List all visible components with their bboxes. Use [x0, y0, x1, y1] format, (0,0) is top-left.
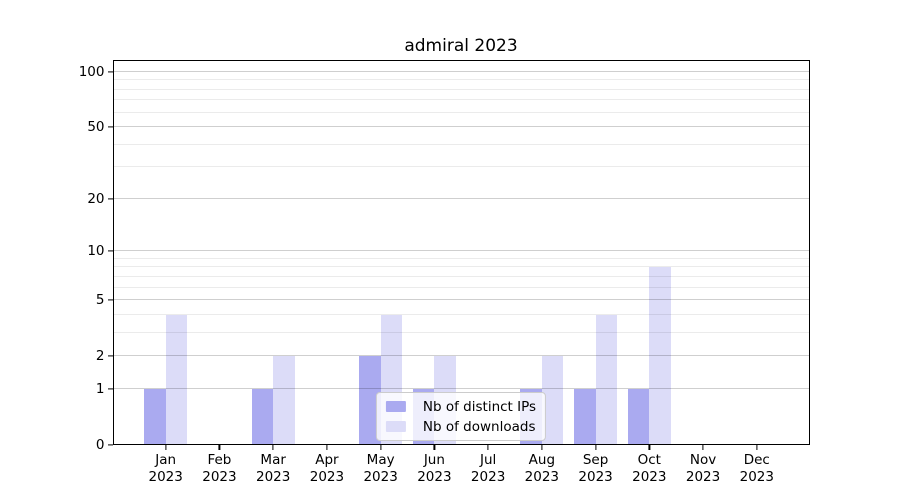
bar-distinct-ips: [627, 388, 650, 445]
y-gridline-major: [112, 70, 810, 72]
x-tick-mark: [487, 445, 489, 450]
bar-downloads: [595, 314, 618, 445]
y-tick-label: 0: [95, 437, 105, 453]
bar-distinct-ips: [144, 388, 166, 445]
y-gridline-minor: [112, 257, 810, 259]
y-tick-label: 5: [95, 292, 105, 309]
legend-swatch-downloads: [385, 421, 406, 432]
y-gridline-major: [112, 387, 810, 389]
y-gridline-minor: [112, 143, 810, 145]
y-tick-mark: [108, 444, 113, 446]
x-tick-label: Sep 2023: [578, 452, 613, 485]
bar-downloads: [649, 267, 671, 445]
y-gridline-minor: [112, 266, 810, 268]
y-tick-label: 50: [87, 119, 105, 136]
x-tick-mark: [218, 445, 221, 450]
x-tick-label: Jun 2023: [417, 452, 452, 485]
x-tick-label: Feb 2023: [202, 452, 237, 485]
x-tick-mark: [326, 445, 328, 450]
legend-swatch-distinct-ips: [385, 401, 406, 412]
y-gridline-minor: [112, 275, 810, 277]
y-gridline-major: [112, 126, 810, 128]
bar-downloads: [165, 314, 188, 445]
bar-distinct-ips: [251, 388, 274, 445]
y-gridline-minor: [112, 286, 810, 288]
y-tick-mark: [108, 355, 113, 357]
y-gridline-minor: [112, 79, 810, 81]
y-gridline-minor: [112, 111, 810, 113]
y-gridline-minor: [112, 99, 810, 101]
x-tick-label: Jul 2023: [470, 452, 506, 485]
legend-label-downloads: Nb of downloads: [422, 418, 536, 435]
x-tick-label: May 2023: [363, 452, 398, 485]
x-tick-mark: [648, 445, 650, 450]
x-tick-mark: [756, 445, 758, 450]
y-tick-mark: [108, 198, 113, 200]
y-tick-label: 100: [78, 63, 105, 80]
plot-area: [112, 60, 810, 445]
x-tick-mark: [272, 445, 274, 450]
legend-label-distinct-ips: Nb of distinct IPs: [422, 398, 537, 415]
y-tick-label: 20: [87, 190, 105, 207]
y-gridline-minor: [112, 331, 810, 333]
bar-downloads: [273, 356, 295, 445]
y-tick-mark: [108, 250, 113, 252]
x-tick-mark: [165, 445, 167, 450]
x-tick-label: Aug 2023: [524, 452, 560, 485]
x-tick-label: Mar 2023: [255, 452, 291, 485]
chart-title: admiral 2023: [404, 36, 518, 56]
x-tick-label: Nov 2023: [685, 452, 721, 485]
x-tick-mark: [702, 445, 704, 450]
y-tick-mark: [108, 388, 113, 390]
legend-item: Nb of downloads: [385, 418, 536, 435]
y-tick-label: 10: [87, 243, 105, 260]
y-gridline-major: [112, 197, 810, 199]
y-tick-label: 2: [95, 348, 105, 365]
y-gridline-minor: [112, 313, 810, 315]
bar-distinct-ips: [359, 356, 381, 445]
y-tick-mark: [108, 126, 113, 128]
y-gridline-minor: [112, 88, 810, 90]
x-tick-label: Oct 2023: [632, 452, 667, 485]
y-gridline-major: [112, 250, 810, 252]
y-tick-mark: [108, 299, 113, 301]
x-tick-mark: [594, 445, 597, 450]
bar-downloads: [541, 356, 564, 445]
bar-distinct-ips: [574, 388, 596, 445]
x-tick-label: Apr 2023: [309, 452, 345, 485]
y-tick-mark: [108, 71, 113, 73]
legend-item: Nb of distinct IPs: [385, 398, 537, 415]
y-gridline-major: [112, 299, 810, 301]
x-tick-mark: [433, 445, 435, 450]
y-gridline-major: [112, 355, 810, 357]
x-tick-mark: [380, 445, 382, 450]
x-tick-label: Jan 2023: [148, 452, 183, 485]
x-tick-label: Dec 2023: [739, 452, 774, 485]
y-tick-label: 1: [95, 380, 105, 397]
legend: Nb of distinct IPs Nb of downloads: [375, 392, 547, 441]
y-gridline-minor: [112, 166, 810, 168]
x-tick-mark: [541, 445, 543, 450]
